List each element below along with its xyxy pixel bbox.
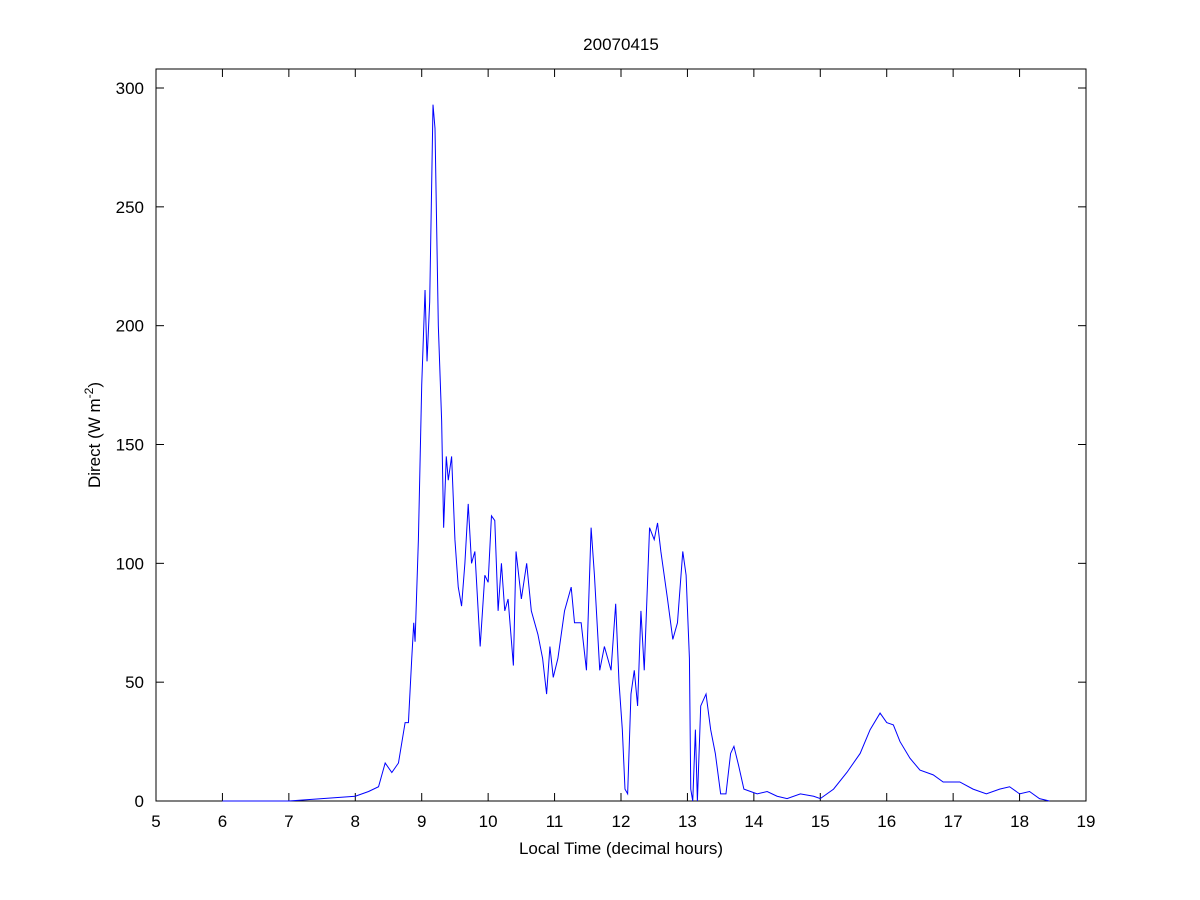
data-line	[222, 104, 1050, 802]
y-tick-label: 250	[116, 198, 144, 217]
x-tick-label: 12	[612, 812, 631, 831]
x-tick-label: 18	[1010, 812, 1029, 831]
x-tick-label: 6	[218, 812, 227, 831]
y-tick-label: 300	[116, 79, 144, 98]
y-tick-label: 150	[116, 436, 144, 455]
y-tick-label: 50	[125, 673, 144, 692]
x-tick-label: 11	[546, 812, 564, 831]
x-tick-label: 5	[151, 812, 160, 831]
y-axis-label-sup: -2	[82, 387, 96, 398]
y-axis-label: Direct (W m-2)	[82, 382, 104, 488]
x-tick-label: 14	[744, 812, 763, 831]
x-tick-label: 8	[351, 812, 360, 831]
y-axis-label-end: )	[85, 382, 104, 388]
y-axis-label-text: Direct (W m	[85, 398, 104, 488]
y-tick-label: 0	[135, 792, 144, 811]
x-tick-label: 17	[944, 812, 963, 831]
x-tick-label: 16	[877, 812, 896, 831]
x-tick-label: 10	[479, 812, 498, 831]
x-tick-label: 13	[678, 812, 697, 831]
x-axis-label: Local Time (decimal hours)	[519, 839, 723, 858]
x-tick-label: 15	[811, 812, 830, 831]
x-tick-label: 9	[417, 812, 426, 831]
x-tick-label: 19	[1077, 812, 1096, 831]
y-tick-label: 100	[116, 554, 144, 573]
y-tick-label: 200	[116, 317, 144, 336]
plot-frame	[155, 68, 1087, 802]
chart-title: 20070415	[583, 35, 659, 54]
x-tick-label: 7	[284, 812, 293, 831]
